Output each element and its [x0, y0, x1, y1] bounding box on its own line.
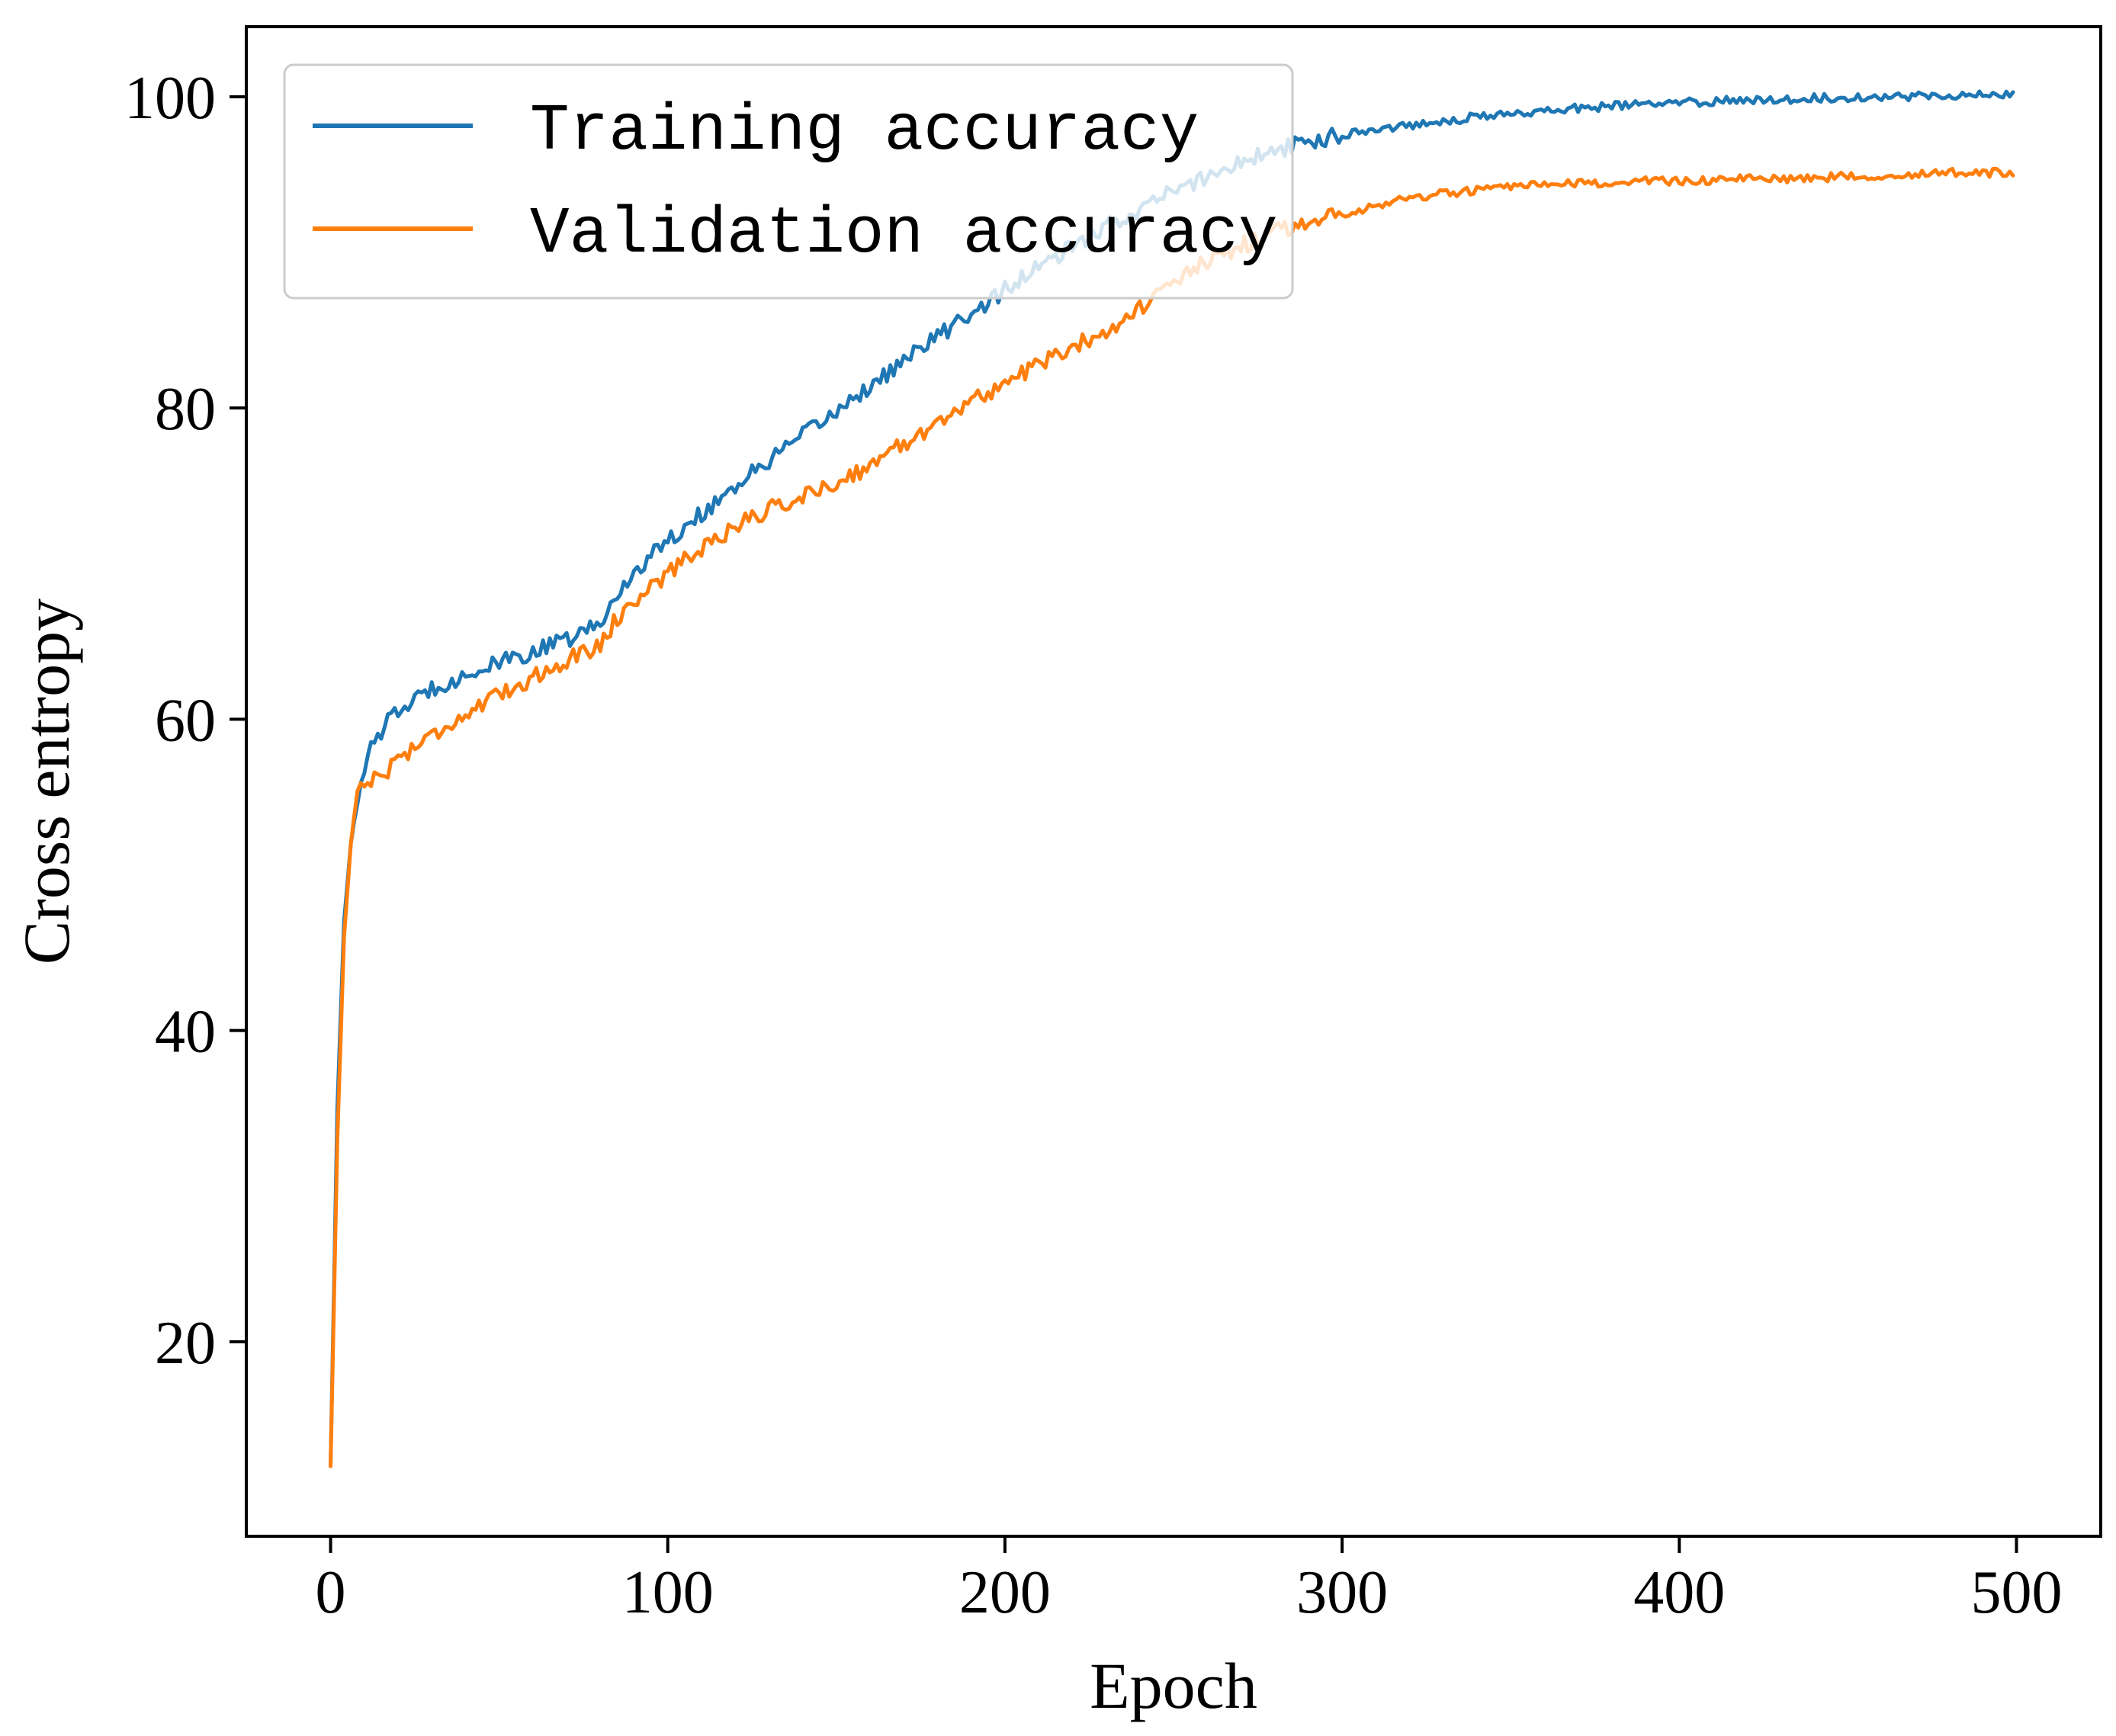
x-tick-label-0: 0	[316, 1559, 346, 1626]
x-axis-label: Epoch	[1090, 1649, 1257, 1722]
y-axis-ticks: 20 40 60 80 100	[124, 65, 246, 1377]
y-tick-label-100: 100	[124, 65, 216, 132]
legend-label-training: Training accuracy	[530, 94, 1199, 168]
y-axis-label: Cross entropy	[10, 598, 83, 964]
legend-label-validation: Validation accuracy	[530, 197, 1278, 271]
legend: Training accuracy Validation accuracy	[283, 63, 1294, 300]
legend-box	[283, 63, 1294, 300]
x-tick-label-200: 200	[959, 1559, 1051, 1626]
x-tick-label-100: 100	[622, 1559, 714, 1626]
y-tick-label-60: 60	[155, 687, 216, 754]
x-axis-ticks: 0 100 200 300 400 500	[316, 1536, 2062, 1626]
plot-frame	[245, 25, 2102, 1538]
series-line-validation	[329, 166, 2015, 1468]
x-tick-label-400: 400	[1633, 1559, 1725, 1626]
y-tick-label-20: 20	[155, 1310, 216, 1377]
y-tick-label-40: 40	[155, 999, 216, 1066]
x-tick-label-500: 500	[1970, 1559, 2062, 1626]
y-tick-label-80: 80	[155, 376, 216, 443]
x-tick-label-300: 300	[1296, 1559, 1388, 1626]
